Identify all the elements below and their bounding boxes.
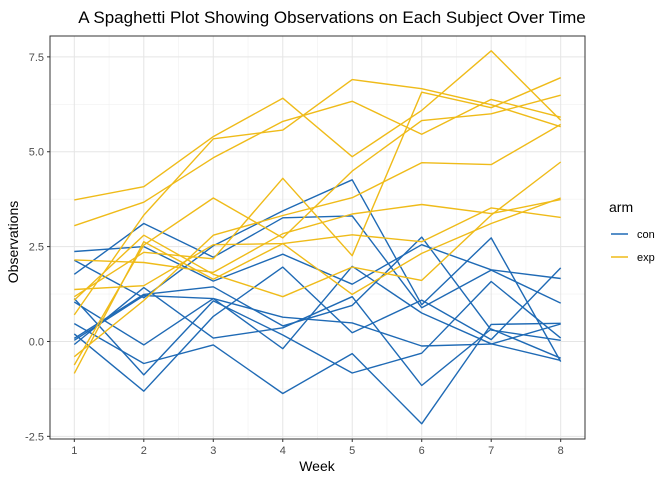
chart-title: A Spaghetti Plot Showing Observations on… [78, 8, 585, 27]
x-axis: 1 2 3 4 5 6 7 8 [71, 439, 564, 457]
legend: arm con exp [609, 199, 655, 264]
y-axis: -2.5 0.0 2.5 5.0 7.5 [25, 52, 50, 443]
legend-title: arm [609, 199, 633, 215]
y-tick-label: -2.5 [25, 431, 44, 443]
x-tick-label: 7 [488, 445, 494, 457]
x-axis-label: Week [299, 458, 336, 474]
series-line-exp-17 [73, 77, 561, 298]
x-tick-label: 4 [280, 445, 286, 457]
series-line-exp-16 [74, 50, 562, 201]
y-axis-label: Observations [5, 201, 21, 283]
y-tick-label: 0.0 [29, 336, 44, 348]
legend-entries: con exp [611, 229, 655, 264]
series-line-exp-18 [74, 207, 561, 291]
series-line-exp-13 [74, 198, 561, 274]
series-lines [73, 50, 562, 425]
y-tick-label: 2.5 [29, 242, 44, 254]
x-tick-label: 5 [349, 445, 355, 457]
series-line-con-1 [73, 266, 562, 392]
x-tick-label: 2 [141, 445, 147, 457]
x-tick-label: 8 [558, 445, 564, 457]
series-line-exp-19 [73, 123, 562, 358]
y-tick-label: 7.5 [29, 52, 44, 64]
panel-border [49, 35, 586, 440]
series-line-exp-14 [73, 94, 561, 366]
series-line-exp-15 [73, 78, 561, 316]
x-tick-label: 6 [419, 445, 425, 457]
series-line-exp-20 [73, 161, 562, 301]
legend-label-con: con [637, 229, 655, 241]
series-line-con-8 [73, 286, 561, 387]
legend-label-exp: exp [637, 252, 655, 264]
series-line-exp-12 [73, 197, 561, 374]
x-tick-label: 1 [71, 445, 77, 457]
series-line-con-2 [73, 280, 562, 376]
y-tick-label: 5.0 [29, 147, 44, 159]
series-line-con-5 [73, 322, 561, 425]
x-tick-label: 3 [210, 445, 216, 457]
series-line-con-9 [73, 236, 561, 341]
